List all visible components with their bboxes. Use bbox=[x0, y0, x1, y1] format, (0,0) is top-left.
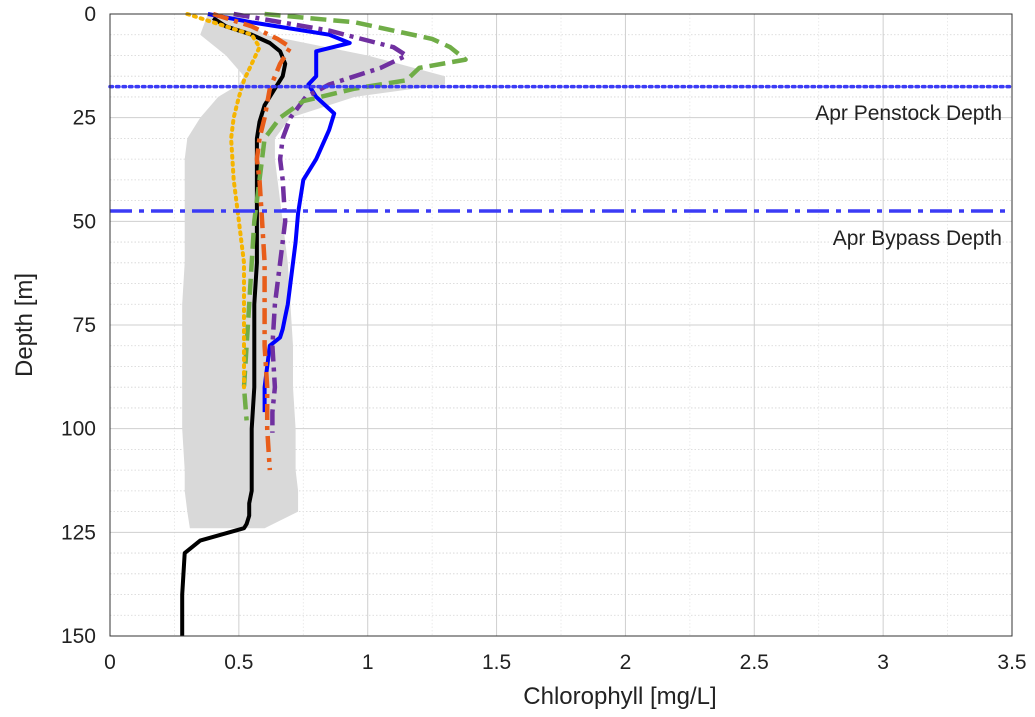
x-tick-label: 2 bbox=[620, 651, 632, 674]
x-tick-label: 3.5 bbox=[997, 651, 1026, 674]
y-tick-label: 0 bbox=[84, 3, 96, 26]
series-line-5 bbox=[185, 12, 262, 390]
range-band bbox=[182, 14, 445, 529]
x-axis-title: Chlorophyll [mg/L] bbox=[523, 683, 716, 710]
x-tick-label: 3 bbox=[877, 651, 889, 674]
reference-lines bbox=[108, 84, 1014, 213]
x-tick-label: 1 bbox=[362, 651, 374, 674]
y-axis-ticks: 0 25 50 75 100 125 150 bbox=[61, 3, 96, 648]
x-tick-label: 1.5 bbox=[482, 651, 511, 674]
penstock-depth-annotation: Apr Penstock Depth bbox=[815, 102, 1002, 125]
y-tick-label: 50 bbox=[73, 210, 96, 233]
series-line-1 bbox=[207, 12, 352, 413]
y-tick-label: 100 bbox=[61, 418, 96, 441]
y-tick-label: 25 bbox=[73, 107, 96, 130]
series-layer bbox=[180, 11, 468, 636]
bypass-depth-annotation: Apr Bypass Depth bbox=[833, 227, 1002, 250]
series-line-4 bbox=[212, 11, 293, 471]
x-tick-label: 0 bbox=[104, 651, 116, 674]
x-axis-ticks: 0 0.5 1 1.5 2 2.5 3 3.5 bbox=[104, 651, 1026, 674]
x-tick-label: 0.5 bbox=[224, 651, 253, 674]
y-tick-label: 150 bbox=[61, 625, 96, 648]
series-line-2 bbox=[233, 11, 409, 433]
x-tick-label: 2.5 bbox=[740, 651, 769, 674]
y-tick-label: 75 bbox=[73, 314, 96, 337]
plot-frame bbox=[109, 13, 1013, 637]
y-tick-label: 125 bbox=[61, 521, 96, 544]
y-axis-title: Depth [m] bbox=[11, 273, 38, 377]
series-line-3 bbox=[241, 11, 468, 421]
